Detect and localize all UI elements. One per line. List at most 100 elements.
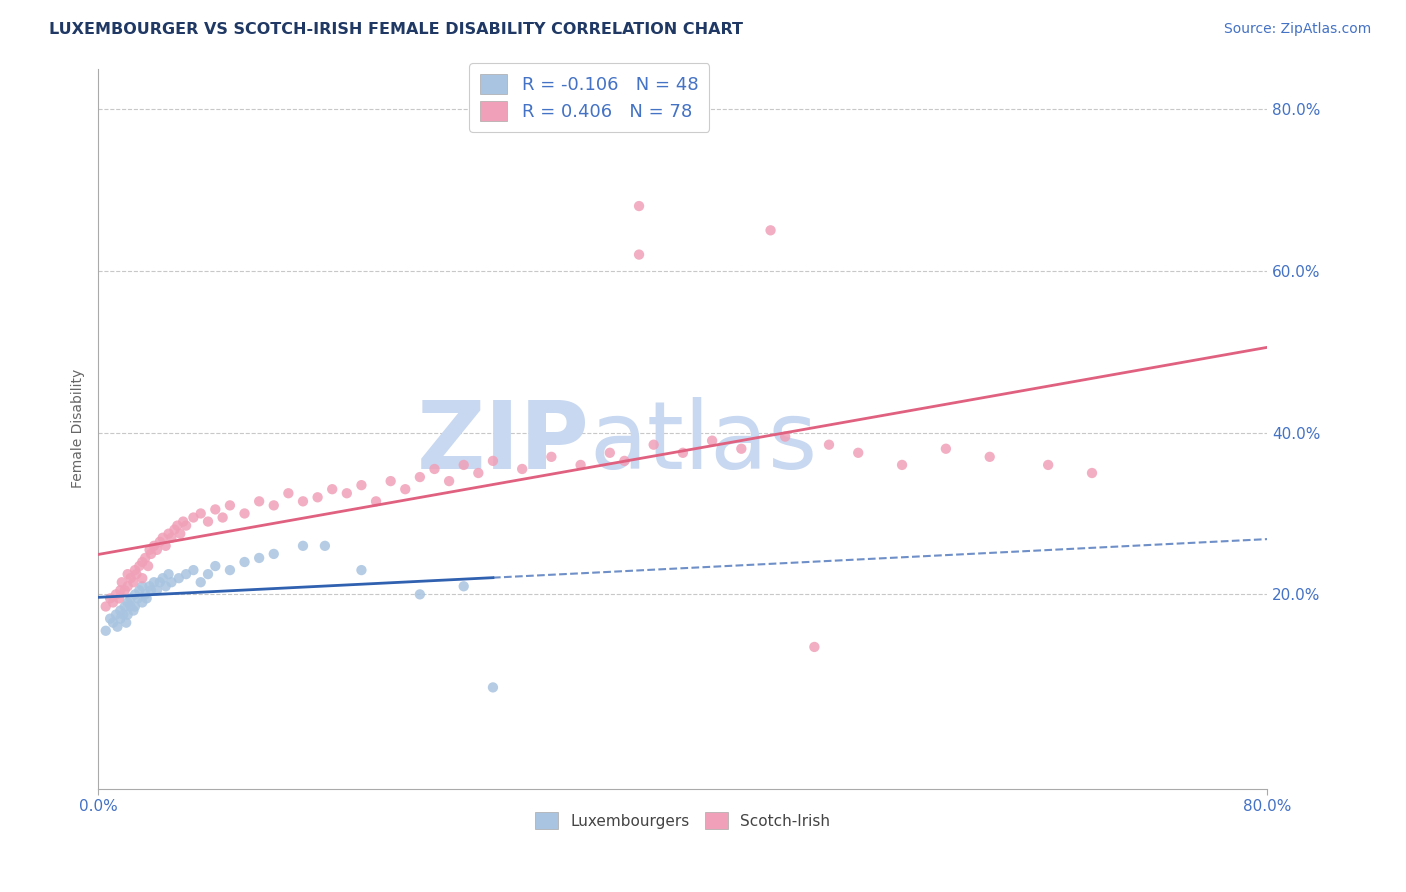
Point	[233, 507, 256, 521]
Text: LUXEMBOURGER VS SCOTCH-IRISH FEMALE DISABILITY CORRELATION CHART: LUXEMBOURGER VS SCOTCH-IRISH FEMALE DISA…	[49, 22, 744, 37]
Point	[104, 607, 127, 622]
Point	[111, 575, 134, 590]
Point	[174, 567, 197, 582]
Point	[169, 526, 191, 541]
Point	[219, 499, 242, 513]
Point	[166, 518, 188, 533]
Point	[124, 599, 146, 614]
Point	[643, 438, 665, 452]
Point	[160, 531, 183, 545]
Text: Source: ZipAtlas.com: Source: ZipAtlas.com	[1223, 22, 1371, 37]
Point	[155, 539, 177, 553]
Point	[233, 555, 256, 569]
Point	[149, 575, 172, 590]
Point	[540, 450, 562, 464]
Point	[135, 591, 157, 606]
Point	[110, 603, 132, 617]
Point	[163, 523, 186, 537]
Point	[190, 575, 212, 590]
Point	[101, 615, 124, 630]
Point	[1036, 458, 1059, 472]
Point	[409, 587, 432, 601]
Point	[599, 446, 621, 460]
Point	[139, 583, 162, 598]
Point	[120, 599, 142, 614]
Legend: Luxembourgers, Scotch-Irish: Luxembourgers, Scotch-Irish	[530, 806, 837, 835]
Point	[128, 559, 150, 574]
Point	[291, 494, 314, 508]
Point	[277, 486, 299, 500]
Point	[672, 446, 695, 460]
Point	[108, 591, 131, 606]
Point	[380, 474, 402, 488]
Point	[131, 595, 153, 609]
Point	[482, 681, 505, 695]
Point	[453, 579, 475, 593]
Point	[423, 462, 446, 476]
Point	[157, 567, 180, 582]
Point	[204, 502, 226, 516]
Point	[197, 567, 219, 582]
Point	[482, 454, 505, 468]
Point	[94, 599, 117, 614]
Point	[569, 458, 592, 472]
Point	[101, 595, 124, 609]
Point	[183, 510, 205, 524]
Point	[700, 434, 723, 448]
Point	[139, 547, 162, 561]
Point	[167, 571, 190, 585]
Point	[122, 575, 145, 590]
Point	[453, 458, 475, 472]
Point	[350, 478, 373, 492]
Point	[1081, 466, 1104, 480]
Point	[183, 563, 205, 577]
Point	[437, 474, 460, 488]
Point	[467, 466, 489, 480]
Point	[128, 583, 150, 598]
Point	[935, 442, 957, 456]
Point	[115, 615, 138, 630]
Point	[146, 583, 169, 598]
Point	[730, 442, 752, 456]
Point	[131, 579, 153, 593]
Point	[152, 531, 174, 545]
Point	[110, 583, 132, 598]
Point	[134, 551, 156, 566]
Point	[143, 539, 166, 553]
Point	[114, 583, 136, 598]
Point	[120, 571, 142, 585]
Point	[891, 458, 914, 472]
Point	[114, 599, 136, 614]
Point	[98, 612, 121, 626]
Point	[846, 446, 869, 460]
Point	[190, 507, 212, 521]
Point	[127, 591, 149, 606]
Point	[613, 454, 636, 468]
Point	[136, 559, 159, 574]
Point	[157, 526, 180, 541]
Point	[172, 515, 194, 529]
Point	[124, 587, 146, 601]
Point	[138, 542, 160, 557]
Point	[131, 555, 153, 569]
Point	[247, 494, 270, 508]
Point	[110, 612, 132, 626]
Point	[143, 575, 166, 590]
Point	[211, 510, 233, 524]
Point	[125, 567, 148, 582]
Point	[98, 591, 121, 606]
Point	[152, 571, 174, 585]
Point	[263, 547, 285, 561]
Point	[510, 462, 533, 476]
Point	[291, 539, 314, 553]
Point	[628, 247, 651, 261]
Point	[134, 587, 156, 601]
Point	[138, 579, 160, 593]
Point	[803, 640, 825, 654]
Point	[197, 515, 219, 529]
Point	[117, 595, 139, 609]
Point	[117, 567, 139, 582]
Point	[394, 482, 416, 496]
Point	[131, 571, 153, 585]
Point	[409, 470, 432, 484]
